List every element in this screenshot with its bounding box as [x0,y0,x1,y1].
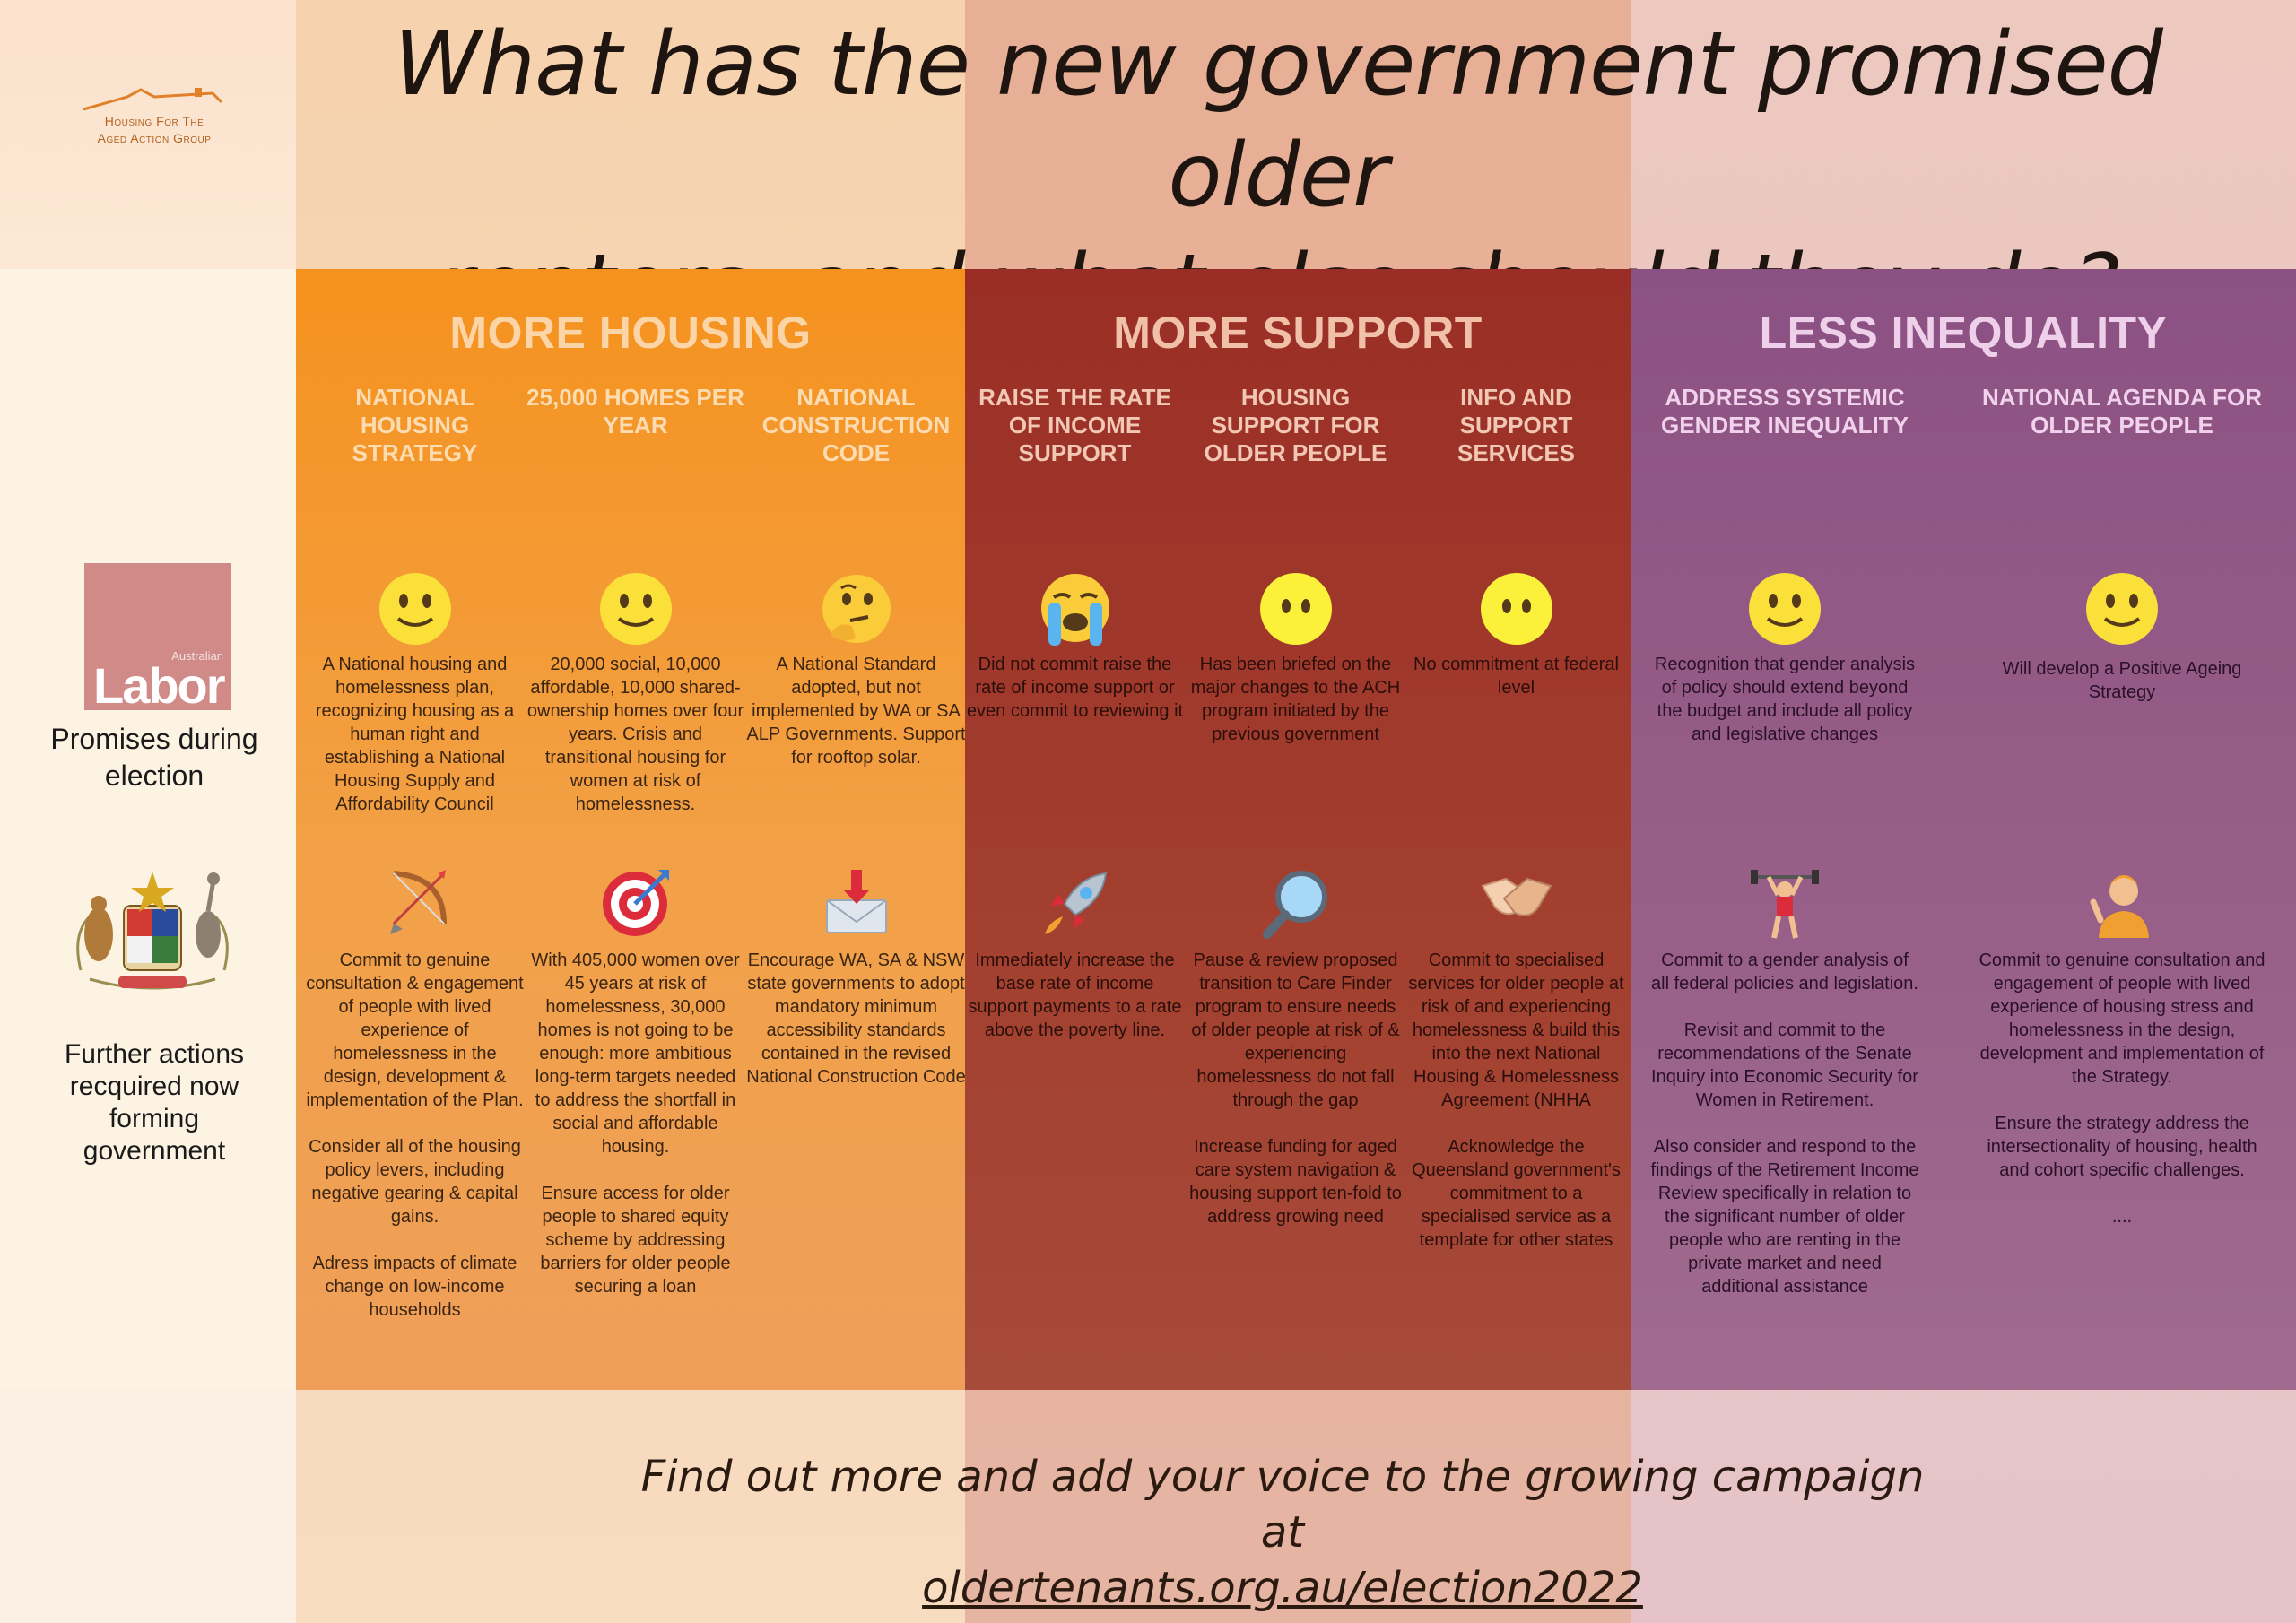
promises-row-label: Promises during election [50,723,258,792]
footer: Find out more and add your voice to the … [628,1449,1937,1616]
slightly-smiling-face-icon [599,573,672,645]
envelope-with-arrow-icon [825,870,887,933]
column-heading: NATIONAL HOUSING STRATEGY [352,384,478,466]
promise-text: No commitment at federal level [1413,655,1619,698]
action-item: Consider all of the housing policy lever… [309,1137,521,1227]
house-roof-icon [83,88,223,111]
column-heading: ADDRESS SYSTEMIC GENDER INEQUALITY [1661,384,1909,438]
column-heading: INFO AND SUPPORT SERVICES [1457,384,1575,466]
weightlifter-icon [1751,870,1819,939]
actions-text: Encourage WA, SA & NSW state governments… [746,949,966,1112]
column-heading: HOUSING SUPPORT FOR OLDER PEOPLE [1204,384,1387,466]
campaign-link[interactable]: oldertenants.org.au/election2022 [922,1563,1643,1613]
promise-text: A National housing and homelessness plan… [315,655,515,814]
actions-text: Commit to a gender analysis of all feder… [1650,949,1919,1322]
promise-text: Will develop a Positive Ageing Strategy [2002,659,2242,702]
action-item: Commit to a gender analysis of all feder… [1651,950,1918,994]
panel-more-support: MORE SUPPORT RAISE THE RATE OF INCOME SU… [965,269,1631,1390]
panel-less-inequality: LESS INEQUALITY ADDRESS SYSTEMIC GENDER … [1631,269,2296,1390]
action-item: Revisit and commit to the recommendation… [1651,1020,1918,1110]
column-heading: 25,000 HOMES PER YEAR [526,384,744,438]
column-info-and-support-services: INFO AND SUPPORT SERVICES No commitment … [1406,384,1626,1250]
action-item: Adress impacts of climate change on low-… [312,1254,517,1320]
rocket-icon [1044,872,1107,934]
actions-text: Commit to specialised services for older… [1406,949,1626,1275]
thinking-face-icon [822,575,891,643]
page-title: What has the new government promised old… [359,9,2197,343]
loudly-crying-face-icon [1040,574,1109,646]
promise-text: Did not commit raise the rate of income … [966,655,1184,721]
panel-title: MORE HOUSING [449,308,812,358]
person-tipping-hand-icon [2090,875,2149,938]
panel-more-housing: MORE HOUSING NATIONAL HOUSING STRATEGY A… [296,269,966,1390]
magnifying-glass-icon [1262,871,1327,939]
column-25000-homes: 25,000 HOMES PER YEAR 20,000 social, 10,… [526,384,745,1297]
action-item: Also consider and respond to the finding… [1650,1137,1919,1297]
bow-and-arrow-icon [389,870,447,934]
promise-text: A National Standard adopted, but not imp… [746,655,966,768]
promise-text: 20,000 social, 10,000 affordable, 10,000… [526,655,744,814]
org-logo: Housing For The Aged Action Group [74,86,235,147]
action-item: Acknowledge the Queensland government's … [1412,1137,1621,1250]
action-item: Immediately increase the base rate of in… [968,950,1182,1040]
actions-text: With 405,000 women over 45 years at risk… [526,949,745,1322]
actions-text: Commit to genuine consultation and engag… [1979,949,2266,1252]
coat-of-arms-icon [76,872,229,990]
panel-title: MORE SUPPORT [1113,308,1483,358]
action-item: Ensure the strategy address the intersec… [1987,1114,2257,1180]
handshake-icon [1481,877,1552,916]
slightly-smiling-face-icon [378,573,451,645]
column-heading: RAISE THE RATE OF INCOME SUPPORT [978,384,1171,466]
column-address-gender-inequality: ADDRESS SYSTEMIC GENDER INEQUALITY Recog… [1650,384,1919,1297]
labor-logo-text: Labor [93,657,226,714]
action-item: With 405,000 women over 45 years at risk… [531,950,740,1157]
action-item: .... [2111,1207,2133,1227]
column-heading: NATIONAL CONSTRUCTION CODE [761,384,951,466]
face-without-mouth-icon [1259,573,1332,645]
action-item: Ensure access for older people to shared… [540,1184,731,1297]
actions-row-label: Further actions recquired now forming go… [64,1039,245,1166]
action-item: Commit to specialised services for older… [1408,950,1624,1110]
org-logo-line2: Aged Action Group [97,131,212,145]
title-line-1: What has the new government promised old… [394,13,2163,227]
actions-text: Pause & review proposed transition to Ca… [1186,949,1405,1252]
action-item: Encourage WA, SA & NSW state governments… [746,950,966,1087]
labor-logo-small-text: Australian [171,649,223,663]
column-housing-support-older-people: HOUSING SUPPORT FOR OLDER PEOPLE Has bee… [1186,384,1405,1227]
action-item: Pause & review proposed transition to Ca… [1191,950,1400,1110]
slightly-smiling-face-icon [1749,573,1821,645]
column-national-agenda-older-people: NATIONAL AGENDA FOR OLDER PEOPLE Will de… [1979,384,2266,1227]
labor-logo: Australian Labor [84,563,231,714]
promise-text: Recognition that gender analysis of poli… [1654,655,1916,744]
left-column-background [0,269,296,1390]
direct-hit-target-icon [602,870,669,936]
face-without-mouth-icon [1480,573,1552,645]
slightly-smiling-face-icon [2086,573,2158,645]
actions-text: Immediately increase the base rate of in… [965,949,1185,1065]
action-item: Increase funding for aged care system na… [1189,1137,1402,1227]
promise-text: Has been briefed on the major changes to… [1190,655,1401,744]
column-national-construction-code: NATIONAL CONSTRUCTION CODE A National St… [746,384,966,1087]
org-logo-line1: Housing For The [104,114,204,128]
actions-text: Commit to genuine consultation & engagem… [305,949,525,1345]
action-item: Commit to genuine consultation & engagem… [306,950,524,1110]
column-national-housing-strategy: NATIONAL HOUSING STRATEGY A National hou… [305,384,525,1320]
footer-text: Find out more and add your voice to the … [640,1452,1925,1558]
column-raise-the-rate: RAISE THE RATE OF INCOME SUPPORT Did not… [965,384,1185,1040]
panel-title: LESS INEQUALITY [1759,308,2168,358]
action-item: Commit to genuine consultation and engag… [1979,950,2266,1087]
column-heading: NATIONAL AGENDA FOR OLDER PEOPLE [1982,384,2262,438]
